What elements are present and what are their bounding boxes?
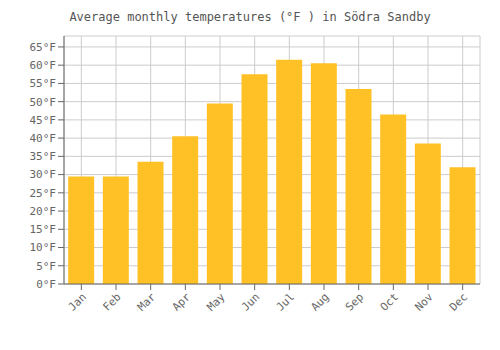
svg-text:Mar: Mar	[135, 290, 159, 314]
svg-text:65°F: 65°F	[30, 41, 57, 54]
svg-text:Sep: Sep	[343, 290, 366, 313]
html-text:Average monthly temperatures (: Average monthly temperatures (°F ) in Sö…	[69, 10, 431, 24]
svg-text:Jul: Jul	[274, 290, 297, 313]
svg-text:45°F: 45°F	[30, 114, 57, 127]
svg-text:5°F: 5°F	[36, 260, 56, 273]
svg-text:Oct: Oct	[378, 290, 401, 313]
svg-text:20°F: 20°F	[30, 205, 57, 218]
svg-text:Jan: Jan	[66, 290, 89, 313]
svg-text:Dec: Dec	[447, 290, 470, 313]
svg-text:60°F: 60°F	[30, 59, 57, 72]
svg-text:Feb: Feb	[100, 290, 123, 313]
svg-text:Nov: Nov	[412, 290, 436, 314]
svg-text:Aug: Aug	[308, 290, 331, 313]
svg-text:40°F: 40°F	[30, 132, 57, 145]
svg-text:Apr: Apr	[170, 290, 194, 314]
svg-text:May: May	[204, 290, 228, 314]
svg-text:0°F: 0°F	[36, 278, 56, 291]
svg-text:25°F: 25°F	[30, 187, 57, 200]
svg-text:Jun: Jun	[239, 290, 262, 313]
svg-text:10°F: 10°F	[30, 241, 57, 254]
svg-text:15°F: 15°F	[30, 223, 57, 236]
svg-text:50°F: 50°F	[30, 96, 57, 109]
svg-text:35°F: 35°F	[30, 150, 57, 163]
svg-text:30°F: 30°F	[30, 168, 57, 181]
svg-text:55°F: 55°F	[30, 77, 57, 90]
